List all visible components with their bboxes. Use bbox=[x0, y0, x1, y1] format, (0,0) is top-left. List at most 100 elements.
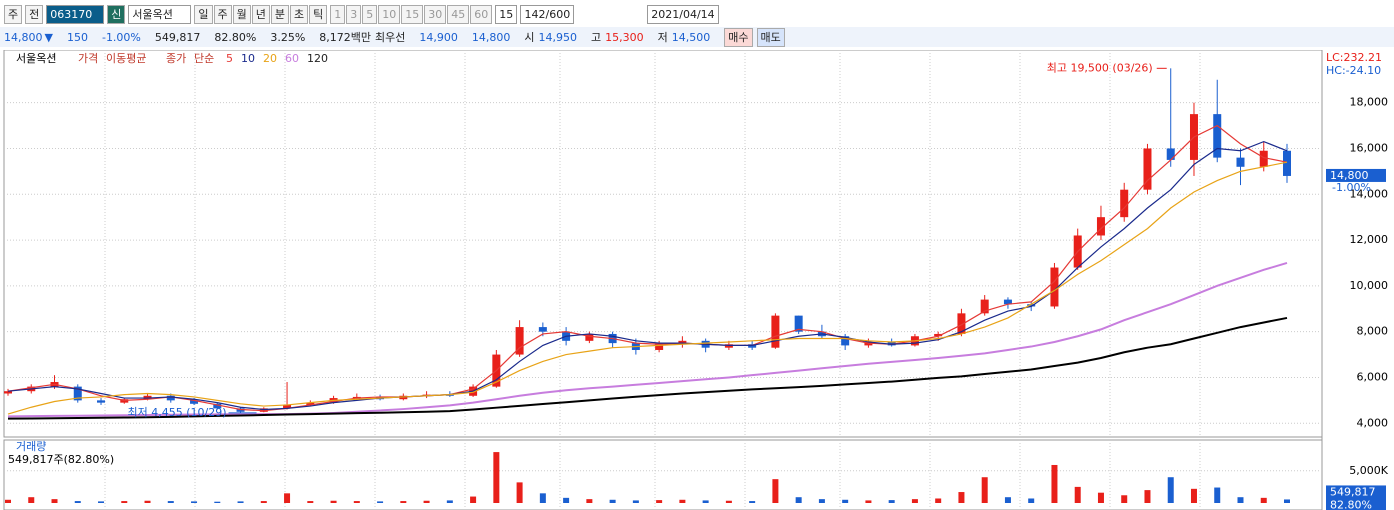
ask: 14,900 bbox=[419, 30, 458, 44]
volume-bar bbox=[702, 500, 709, 503]
sell-button[interactable]: 매도 bbox=[756, 27, 785, 47]
candle-body bbox=[166, 395, 175, 401]
button[interactable]: 45 bbox=[447, 4, 470, 24]
volume-bar bbox=[74, 501, 81, 503]
volume-bar bbox=[516, 482, 523, 503]
low: 14,500 bbox=[671, 30, 711, 44]
volume-bar bbox=[377, 501, 384, 503]
legend-entry: 10 bbox=[241, 52, 255, 65]
candle-body bbox=[1283, 150, 1291, 176]
volume-bar bbox=[1167, 477, 1174, 503]
v-grid bbox=[104, 50, 1201, 510]
high-label: 고 bbox=[591, 31, 602, 44]
ma-line bbox=[7, 262, 1288, 418]
legend-entry: 5 bbox=[226, 52, 233, 65]
legend-simple: 단순 bbox=[194, 52, 214, 65]
legend-entry: 120 bbox=[307, 52, 328, 65]
last-volume-pct: 82.80% bbox=[1330, 498, 1372, 510]
button[interactable]: 5 bbox=[362, 4, 378, 24]
market[interactable]: 신 bbox=[107, 4, 126, 24]
volume-bar bbox=[470, 496, 477, 503]
count[interactable]: 15 bbox=[495, 4, 518, 24]
volume-bar bbox=[1028, 498, 1035, 503]
volume-bar bbox=[679, 499, 686, 503]
candle-body bbox=[1096, 217, 1105, 236]
mode[interactable]: 전 bbox=[25, 4, 44, 24]
price: 14,800 bbox=[4, 30, 43, 44]
candle-body bbox=[1259, 150, 1268, 167]
volume-bar bbox=[632, 500, 639, 503]
last-price: 14,800 bbox=[1330, 169, 1369, 182]
button[interactable]: 주 bbox=[213, 4, 232, 24]
period[interactable]: 주 bbox=[4, 4, 23, 24]
button[interactable]: 60 bbox=[470, 4, 493, 24]
legend-price: 가격 bbox=[78, 52, 98, 65]
candle-body bbox=[1050, 267, 1059, 307]
volume-bar bbox=[98, 501, 105, 503]
date[interactable]: 2021/04/14 bbox=[647, 4, 719, 24]
low-note: 최저 4,455 (10/29) bbox=[128, 406, 227, 419]
button[interactable]: 일 bbox=[194, 4, 213, 24]
volume-bar bbox=[237, 501, 244, 503]
last-volume-box bbox=[1326, 485, 1386, 510]
volume-bar bbox=[307, 501, 314, 503]
candle-body bbox=[515, 327, 524, 355]
hc: HC:-24.10 bbox=[1326, 64, 1381, 77]
candle-body bbox=[1027, 304, 1036, 307]
candle-body bbox=[97, 400, 106, 403]
volume-bar bbox=[935, 498, 942, 503]
volume-bar bbox=[1121, 495, 1128, 503]
candle-body bbox=[306, 402, 315, 405]
button[interactable]: 10 bbox=[378, 4, 401, 24]
button[interactable]: 분 bbox=[270, 4, 289, 24]
lc: LC:232.21 bbox=[1326, 51, 1382, 64]
button[interactable]: 틱 bbox=[309, 4, 328, 24]
button[interactable]: 15 bbox=[401, 4, 424, 24]
y-tick-label: 4,000 bbox=[1357, 416, 1389, 429]
volume-bar bbox=[284, 493, 291, 503]
chart: 서울옥션 가격 이동평균 종가 단순 LC:232.21 HC:-24.10 거… bbox=[3, 50, 1389, 510]
candle-body bbox=[655, 343, 664, 350]
button[interactable]: 3 bbox=[346, 4, 362, 24]
volume-bar bbox=[539, 493, 546, 503]
volume-bar bbox=[330, 500, 337, 503]
legend-entry: 60 bbox=[285, 52, 299, 65]
button[interactable]: 30 bbox=[424, 4, 447, 24]
code-input[interactable]: 063170 bbox=[46, 4, 105, 24]
button[interactable]: 년 bbox=[251, 4, 270, 24]
legend-name: 서울옥션 bbox=[16, 52, 56, 65]
candle-body bbox=[957, 313, 966, 334]
volume-bar bbox=[609, 499, 616, 503]
ma-line bbox=[7, 140, 1288, 411]
candle-body bbox=[1143, 148, 1152, 190]
buy-button[interactable]: 매수 bbox=[724, 27, 753, 47]
legend-close: 종가 bbox=[166, 52, 186, 65]
volume-bar bbox=[1237, 497, 1244, 503]
volume-bar bbox=[5, 499, 11, 503]
button[interactable]: 월 bbox=[232, 4, 251, 24]
legend-entry: 20 bbox=[263, 52, 277, 65]
candle-body bbox=[283, 404, 292, 409]
candle-body bbox=[1120, 189, 1129, 218]
candle-body bbox=[841, 336, 850, 346]
volume-bar bbox=[400, 501, 407, 503]
volume-bar bbox=[1284, 499, 1290, 503]
candle-body bbox=[934, 333, 943, 337]
high: 15,300 bbox=[605, 30, 644, 44]
ma-line bbox=[7, 124, 1288, 412]
open-label: 시 bbox=[524, 31, 535, 44]
volume-bar bbox=[725, 500, 732, 503]
volume-bar bbox=[214, 501, 221, 503]
range: 142/600 bbox=[520, 4, 575, 24]
button[interactable]: 1 bbox=[330, 4, 346, 24]
candle-body bbox=[73, 386, 82, 401]
button[interactable]: 초 bbox=[290, 4, 309, 24]
volume-bar bbox=[1214, 487, 1221, 503]
volume-bar bbox=[818, 499, 825, 503]
stock-name[interactable]: 서울옥션 bbox=[128, 4, 192, 24]
ma-line bbox=[7, 161, 1288, 415]
volume-bar bbox=[1004, 497, 1011, 503]
candle-body bbox=[1166, 148, 1175, 160]
